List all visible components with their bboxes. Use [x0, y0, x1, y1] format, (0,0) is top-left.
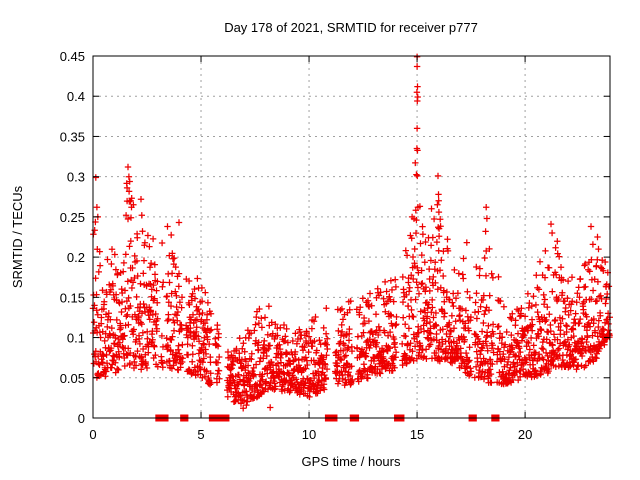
svg-text:15: 15 [410, 427, 424, 442]
svg-text:0.15: 0.15 [60, 290, 85, 305]
svg-text:0.4: 0.4 [67, 89, 85, 104]
svg-text:20: 20 [518, 427, 532, 442]
svg-text:0.1: 0.1 [67, 331, 85, 346]
svg-text:0.3: 0.3 [67, 170, 85, 185]
chart-title: Day 178 of 2021, SRMTID for receiver p77… [224, 20, 478, 35]
tick-labels: 0 5 10 15 20 0 0.05 0.1 0.15 0.2 0.25 0.3 0.35 0.4 0.4… [60, 49, 533, 442]
axes-and-ticks [92, 55, 611, 419]
svg-text:0.2: 0.2 [67, 250, 85, 265]
data-points [89, 53, 613, 412]
gridlines [93, 56, 610, 418]
svg-text:10: 10 [302, 427, 316, 442]
svg-text:0.35: 0.35 [60, 129, 85, 144]
svg-text:0.25: 0.25 [60, 210, 85, 225]
x-axis-label: GPS time / hours [302, 454, 401, 469]
svg-text:0: 0 [89, 427, 96, 442]
svg-text:5: 5 [197, 427, 204, 442]
y-axis-label: SRMTID / TECUs [10, 185, 25, 288]
svg-text:0.45: 0.45 [60, 49, 85, 64]
svg-text:0: 0 [78, 411, 85, 426]
svg-text:0.05: 0.05 [60, 371, 85, 386]
